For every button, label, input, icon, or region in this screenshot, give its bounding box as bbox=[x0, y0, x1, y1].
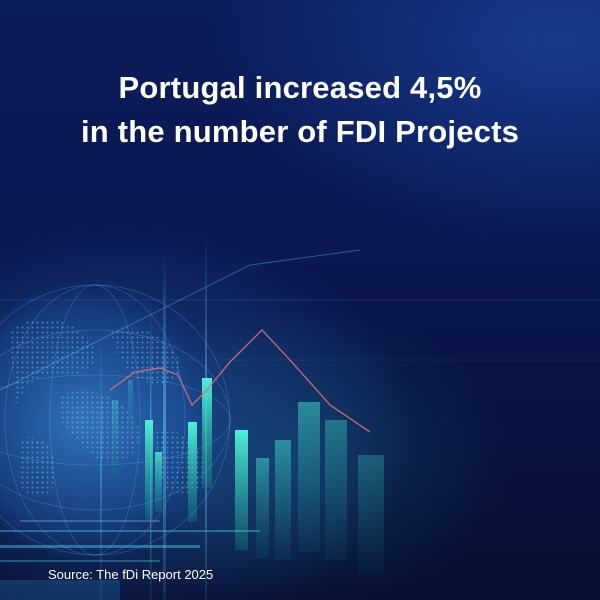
headline-line-2: in the number of FDI Projects bbox=[80, 114, 520, 149]
floor-glow bbox=[0, 520, 260, 600]
source-caption: Source: The fDi Report 2025 bbox=[48, 567, 214, 582]
headline: Portugal increased 4,5% in the number of… bbox=[0, 66, 600, 154]
trend-line bbox=[109, 328, 371, 433]
bar-graphic bbox=[112, 378, 384, 575]
headline-line-1: Portugal increased 4,5% bbox=[118, 70, 482, 105]
